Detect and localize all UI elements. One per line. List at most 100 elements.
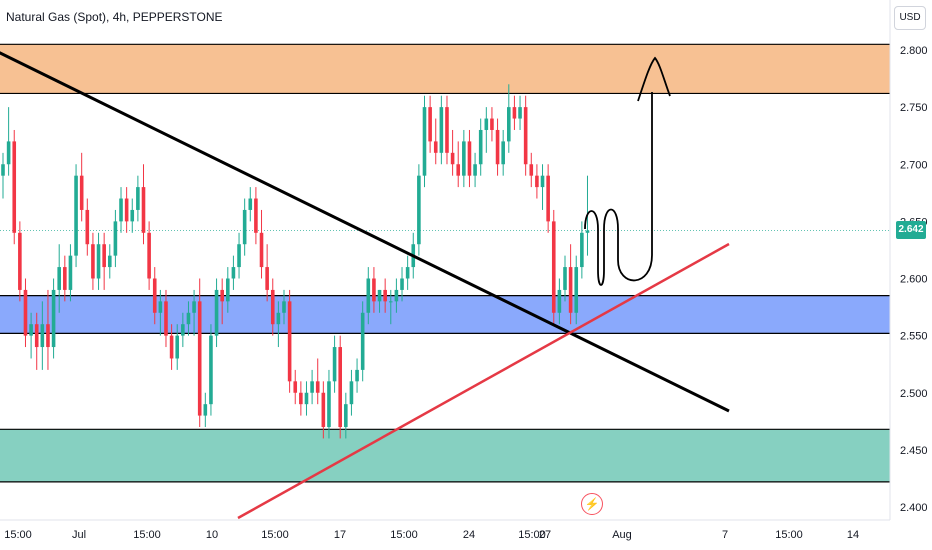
candle-body [546, 175, 550, 222]
candle-body [355, 369, 359, 382]
candle-body [91, 244, 95, 279]
time-axis-label: 27 [539, 529, 551, 541]
price-axis-label: 2.450 [900, 445, 928, 457]
candle-body [585, 230, 590, 233]
price-axis-label: 2.600 [900, 274, 928, 286]
time-axis-label: 14 [847, 529, 859, 541]
candle-body [518, 107, 522, 119]
time-axis-label: 15:00 [4, 529, 32, 541]
candle-body [388, 301, 393, 303]
candle-body [226, 278, 230, 302]
candle-body [158, 301, 163, 313]
price-axis-label: 2.800 [900, 45, 928, 57]
candle-body [490, 118, 494, 130]
candle-body [332, 347, 337, 382]
candle-body [422, 107, 427, 176]
candle-body [63, 267, 67, 290]
candle-body [74, 175, 78, 256]
candle-body [417, 175, 421, 245]
time-axis-label: 15:00 [261, 529, 289, 541]
candle-body [405, 267, 410, 279]
candle-body [34, 324, 39, 348]
candle-body [209, 335, 213, 405]
candle-body [478, 129, 483, 165]
candle-body [394, 289, 399, 302]
candle-body [51, 289, 56, 348]
candle-body [102, 244, 106, 268]
candle-body [197, 301, 202, 416]
currency-button[interactable]: USD [894, 6, 926, 30]
candle-body [130, 209, 135, 222]
candle-body [495, 129, 500, 165]
flash-event-icon[interactable]: ⚡ [581, 493, 603, 515]
candle-body [18, 232, 22, 290]
chart-title: Natural Gas (Spot), 4h, PEPPERSTONE [6, 10, 223, 24]
candle-body [242, 209, 247, 245]
time-axis-label: Jul [72, 529, 86, 541]
price-axis[interactable]: 2.8002.7502.7002.6502.6002.5502.5002.450… [900, 45, 928, 514]
candle-body [540, 175, 545, 188]
candle-body [147, 232, 151, 279]
candle-body [152, 278, 157, 313]
candle-body [254, 198, 258, 233]
candle-body [276, 312, 281, 325]
candle-body [164, 301, 168, 336]
candle-body [400, 278, 404, 290]
candle-body [377, 289, 382, 302]
trendlines [0, 51, 730, 520]
candle-body [574, 267, 579, 313]
candle-body [248, 198, 253, 210]
candle-body [456, 164, 461, 176]
ascending-trendline[interactable] [237, 242, 730, 520]
candle-body [40, 324, 45, 348]
candle-body [119, 198, 123, 222]
candle-body [214, 289, 219, 336]
candle-body [535, 175, 539, 188]
candle-body [450, 152, 455, 165]
price-axis-label: 2.700 [900, 159, 928, 171]
mid-zone [0, 295, 890, 334]
candle-body [383, 289, 387, 302]
candle-body [57, 267, 61, 290]
candle-body [282, 301, 286, 313]
time-axis-label: 24 [463, 529, 475, 541]
candle-body [349, 381, 354, 405]
candle-body [507, 107, 511, 142]
candle-body [315, 381, 320, 393]
candle-body [29, 324, 33, 336]
candle-body [467, 141, 472, 176]
candle-body [310, 381, 314, 393]
last-price-tag: 2.642 [896, 221, 926, 239]
candle-body [220, 289, 224, 302]
price-axis-label: 2.550 [900, 331, 928, 343]
support-zone [0, 429, 890, 482]
candle-body [360, 312, 365, 370]
descending-trendline[interactable] [0, 51, 730, 413]
candle-body [259, 232, 264, 268]
projection-path[interactable] [584, 92, 653, 286]
resistance-zone [0, 44, 890, 94]
time-axis-label: 17 [334, 529, 346, 541]
candle-body [107, 255, 112, 268]
candle-body [169, 335, 174, 359]
time-axis-label: 15:00 [775, 529, 803, 541]
candle-body [23, 289, 28, 336]
candle-body [293, 381, 298, 393]
projection-arrowhead [637, 56, 671, 102]
candle-body [299, 392, 303, 405]
candle-body [231, 267, 236, 279]
candle-body [68, 255, 73, 290]
candle-body [203, 404, 208, 416]
candle-body [186, 312, 191, 325]
candle-body [12, 141, 17, 233]
candle-body [1, 164, 5, 176]
candle-body [557, 289, 562, 313]
candle-body [439, 107, 444, 153]
candle-body [433, 141, 438, 153]
candle-body [85, 209, 90, 245]
candle-body [113, 221, 118, 256]
candle-body [327, 381, 331, 428]
candle-body [6, 141, 11, 165]
